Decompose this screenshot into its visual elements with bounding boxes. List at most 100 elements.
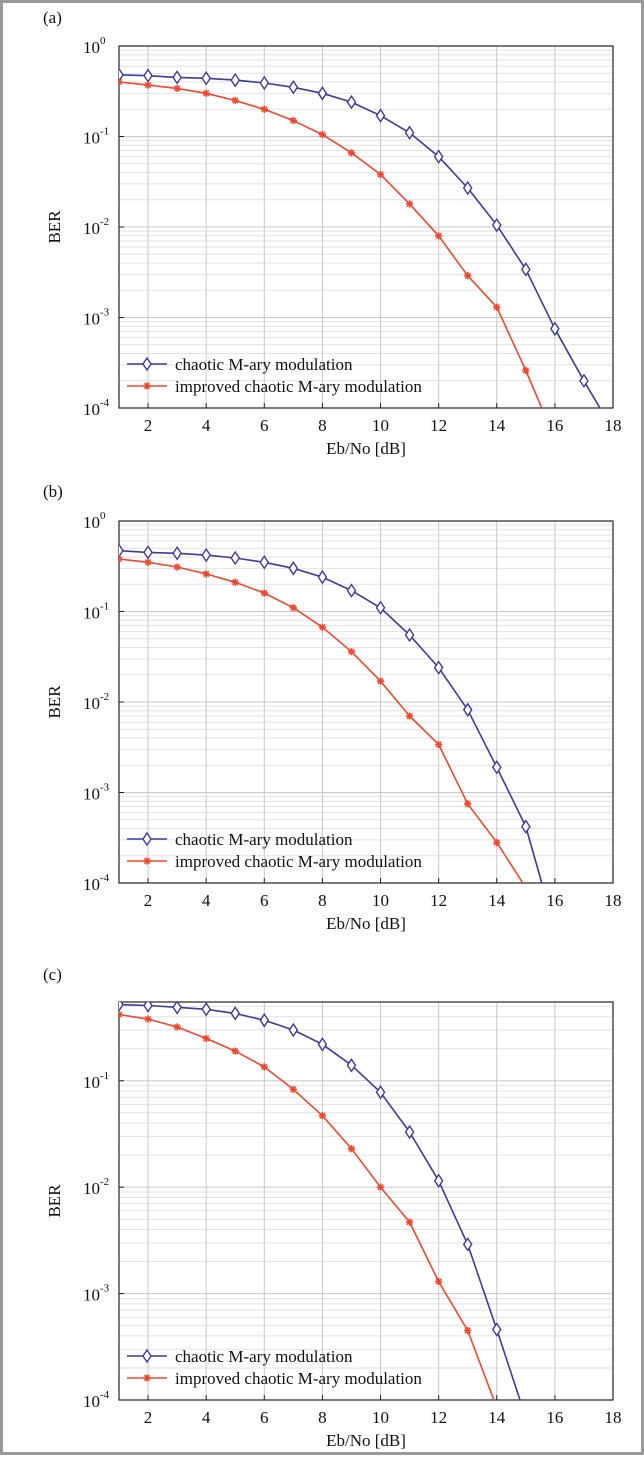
data-point-diamond	[288, 79, 299, 95]
star-stroke	[119, 81, 123, 86]
star-stroke	[232, 1047, 239, 1055]
star-stroke	[406, 712, 413, 720]
data-point-diamond	[143, 545, 153, 560]
x-tick-label: 2	[144, 1408, 153, 1427]
x-tick-label: 14	[488, 416, 506, 435]
data-point-diamond	[119, 67, 124, 83]
y-tick-label: 10-2	[83, 216, 109, 238]
y-tick-label: 10-4	[83, 397, 110, 419]
y-tick-label: 10-2	[83, 691, 109, 713]
series-group	[119, 67, 601, 408]
data-point-star	[231, 578, 239, 586]
data-point-star	[289, 604, 297, 612]
series-line-1	[119, 74, 601, 408]
star-stroke	[464, 1327, 471, 1334]
star-stroke	[144, 559, 152, 566]
data-point-diamond	[462, 702, 473, 718]
x-tick-label: 6	[260, 416, 269, 435]
data-point-star	[493, 303, 501, 311]
data-point-star	[376, 677, 385, 685]
x-tick-label: 14	[488, 891, 506, 910]
data-point-diamond	[433, 1173, 444, 1188]
star-stroke	[464, 272, 471, 279]
star-stroke	[290, 604, 297, 611]
x-axis-label: Eb/No [dB]	[326, 1431, 406, 1450]
data-point-diamond	[288, 1022, 299, 1038]
data-point-diamond	[172, 546, 182, 561]
legend: chaotic M-ary modulation improved chaotic…	[127, 830, 422, 871]
data-point-star	[464, 800, 472, 808]
legend: chaotic M-ary modulation improved chaotic…	[127, 355, 422, 396]
x-axis-label: Eb/No [dB]	[326, 914, 406, 933]
chart-panel-c: 2 4 6 8 10 12 14 16 18 10-1 10-2 10-3 10-4 Eb/No [dB]…	[43, 965, 622, 1450]
data-point-diamond	[375, 108, 386, 123]
x-tick-label: 12	[430, 416, 447, 435]
star-stroke	[119, 78, 123, 84]
x-tick-label: 2	[144, 416, 153, 435]
y-tick-label: 10-2	[83, 1176, 109, 1198]
star-stroke	[435, 1278, 442, 1285]
data-point-star	[435, 740, 443, 749]
panel-label: (c)	[43, 965, 62, 984]
x-tick-label: 10	[372, 1408, 389, 1427]
data-point-star	[144, 558, 152, 566]
star-stroke	[493, 839, 500, 846]
star-stroke	[406, 1218, 413, 1226]
chart-panel-b: 2 4 6 8 10 12 14 16 18 100 10-1 10-2 10-3 10-4 Eb/No […	[43, 482, 622, 933]
star-stroke	[173, 85, 181, 92]
series-line-2	[119, 81, 543, 408]
data-point-diamond	[259, 554, 270, 570]
star-stroke	[464, 800, 471, 808]
star-stroke	[348, 648, 355, 655]
star-stroke	[144, 81, 152, 89]
data-point-diamond	[201, 547, 212, 563]
data-point-diamond	[404, 627, 415, 643]
x-tick-label: 18	[605, 891, 622, 910]
data-point-star	[173, 1023, 181, 1031]
x-tick-label: 6	[260, 1408, 269, 1427]
legend-label: improved chaotic M-ary modulation	[175, 852, 422, 871]
series-line-1	[119, 549, 543, 883]
star-stroke	[202, 570, 210, 578]
data-point-star	[143, 857, 151, 865]
x-tick-label: 16	[546, 891, 563, 910]
star-stroke	[119, 558, 123, 563]
x-tick-label: 10	[372, 416, 389, 435]
data-point-diamond	[375, 1084, 386, 1100]
data-point-star	[231, 1047, 239, 1055]
x-tick-label: 8	[318, 1408, 327, 1427]
x-tick-label: 4	[202, 891, 211, 910]
legend: chaotic M-ary modulation improved chaotic…	[127, 1347, 422, 1388]
star-stroke	[143, 857, 151, 865]
data-point-star	[143, 382, 151, 390]
data-point-diamond	[230, 1006, 241, 1021]
star-stroke	[435, 741, 442, 748]
series-group	[119, 543, 543, 883]
data-point-diamond	[142, 831, 152, 847]
data-point-star	[143, 1374, 151, 1382]
ber-figure: 2 4 6 8 10 12 14 16 18 100 10-1 10-2 10-3 10-4 Eb/No […	[43, 8, 622, 1450]
x-tick-label: 8	[318, 891, 327, 910]
legend-label: chaotic M-ary modulation	[175, 1347, 353, 1366]
plot-area-frame	[118, 1001, 614, 1401]
panel-label: (b)	[43, 482, 63, 501]
y-tick-label: 100	[83, 510, 106, 532]
y-tick-label: 10-3	[83, 782, 110, 804]
data-point-diamond	[579, 373, 589, 389]
series-group	[119, 1002, 521, 1400]
data-point-star	[202, 89, 210, 97]
data-point-diamond	[119, 543, 124, 558]
data-point-diamond	[462, 1237, 473, 1252]
star-stroke	[232, 97, 239, 104]
series-line-1	[119, 1003, 521, 1400]
data-point-star	[260, 105, 268, 113]
data-point-star	[144, 81, 152, 89]
legend-label: chaotic M-ary modulation	[175, 355, 353, 374]
data-point-diamond	[317, 1037, 328, 1052]
data-point-diamond	[346, 583, 357, 598]
y-tick-label: 10-3	[83, 1283, 110, 1305]
data-point-diamond	[433, 660, 444, 675]
data-point-star	[376, 1183, 385, 1191]
data-point-diamond	[230, 72, 241, 88]
